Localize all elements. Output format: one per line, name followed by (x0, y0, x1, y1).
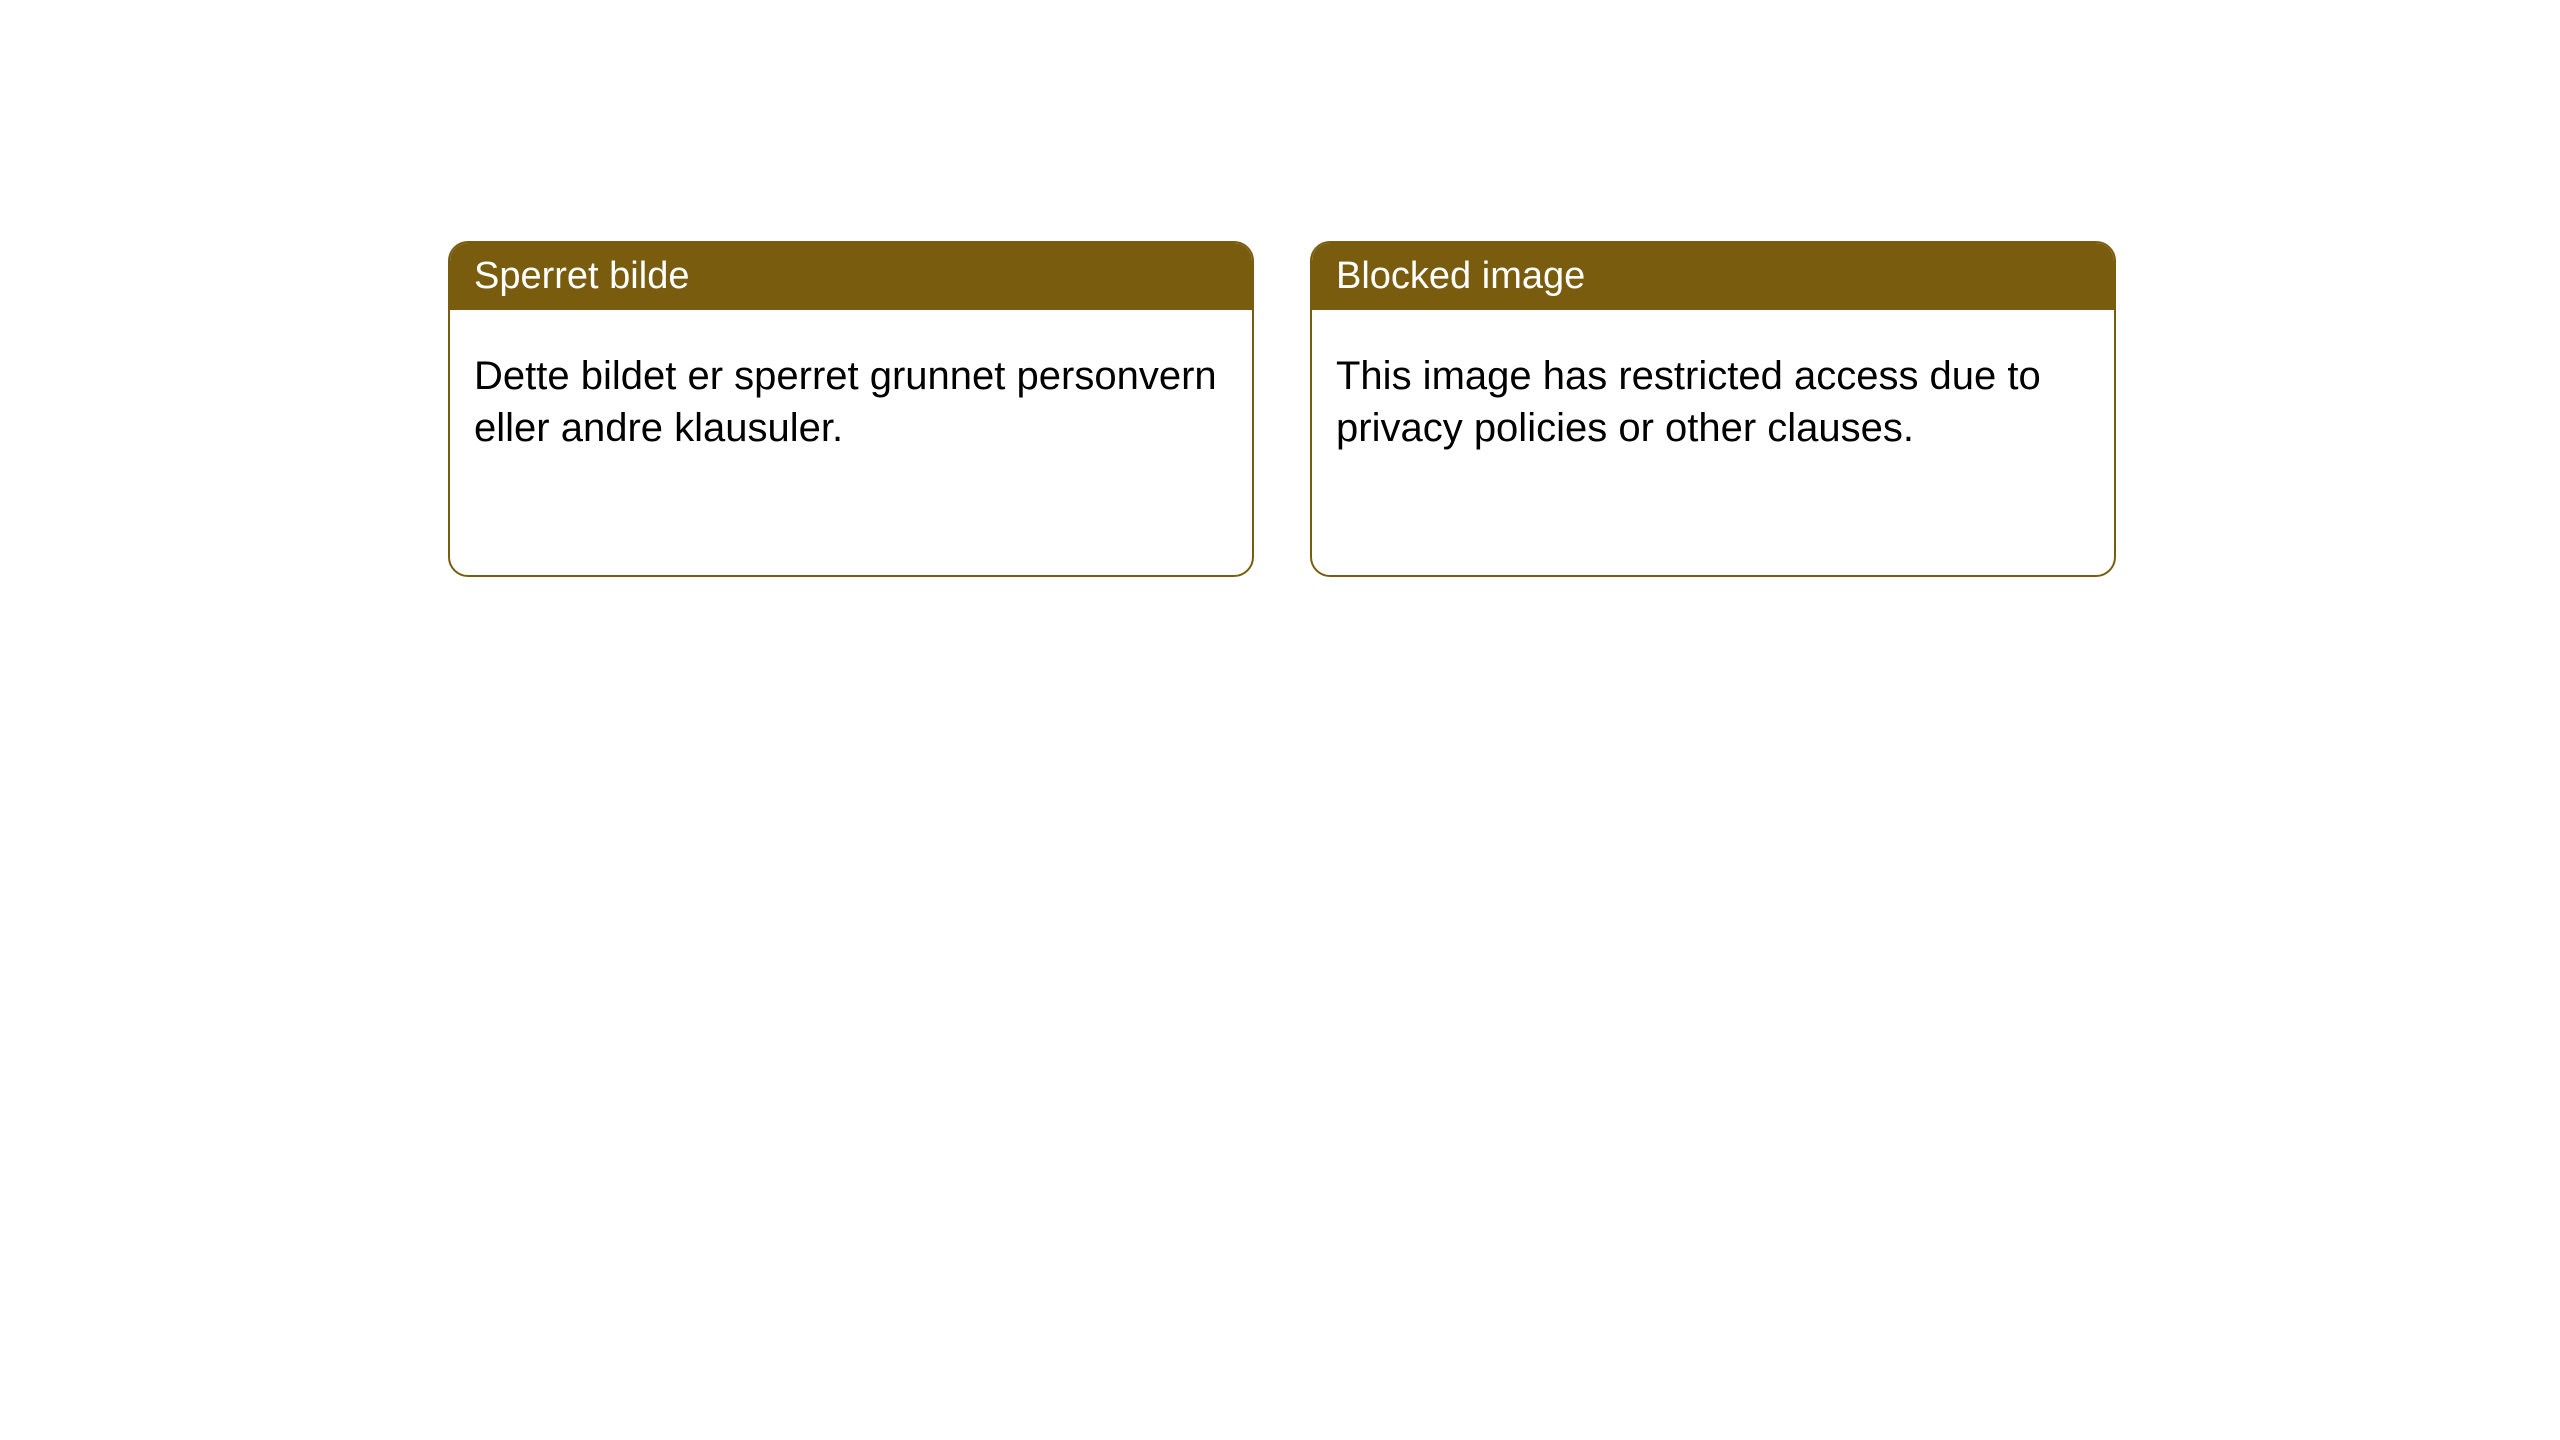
notice-title-english: Blocked image (1312, 243, 2114, 310)
notice-card-norwegian: Sperret bilde Dette bildet er sperret gr… (448, 241, 1254, 577)
notice-body-norwegian: Dette bildet er sperret grunnet personve… (450, 310, 1252, 494)
notice-body-english: This image has restricted access due to … (1312, 310, 2114, 494)
notice-title-norwegian: Sperret bilde (450, 243, 1252, 310)
notice-card-english: Blocked image This image has restricted … (1310, 241, 2116, 577)
notices-container: Sperret bilde Dette bildet er sperret gr… (448, 241, 2116, 577)
